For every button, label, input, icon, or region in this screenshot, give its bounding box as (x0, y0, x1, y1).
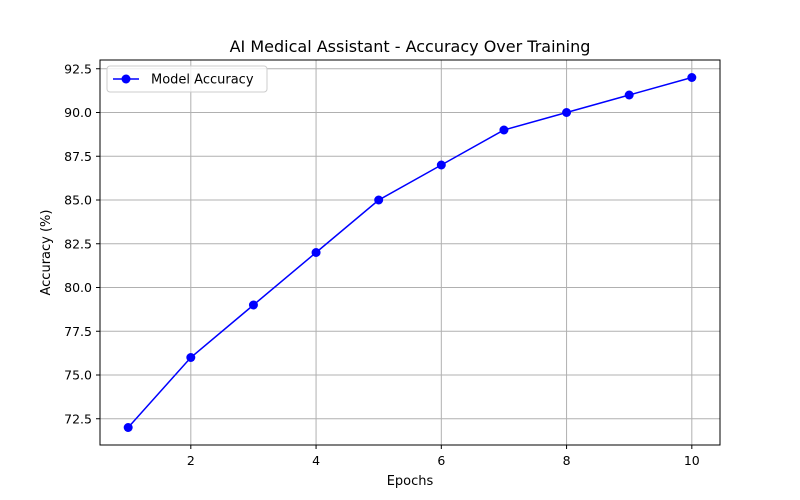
y-tick-label: 92.5 (64, 61, 92, 76)
data-point (436, 160, 446, 170)
y-axis-label: Accuracy (%) (39, 210, 54, 296)
y-tick-label: 80.0 (64, 280, 92, 295)
legend-box (106, 65, 268, 93)
series-line (127, 76, 693, 429)
y-tick-label: 75.0 (64, 368, 92, 383)
grid (100, 60, 720, 445)
plot-area-frame (99, 59, 721, 446)
x-axis-label: Epochs (387, 474, 434, 489)
data-point (123, 423, 133, 432)
data-point (562, 108, 572, 117)
x-axis: 2 4 6 8 10 (187, 445, 700, 468)
y-tick-label: 82.5 (64, 236, 92, 251)
legend-label: Model Accuracy (151, 73, 254, 88)
y-tick-label: 77.5 (64, 324, 92, 339)
plot-area-background (100, 60, 720, 445)
x-tick-label: 6 (437, 453, 445, 468)
x-tick-label: 4 (312, 453, 320, 468)
legend: Model Accuracy (106, 65, 268, 93)
data-point (374, 195, 384, 205)
y-tick-label: 90.0 (64, 105, 92, 120)
y-tick-label: 85.0 (64, 193, 92, 208)
series-layer (123, 73, 697, 432)
chart-title: AI Medical Assistant - Accuracy Over Tra… (230, 37, 591, 56)
data-point (624, 90, 634, 100)
data-point (499, 125, 509, 135)
data-point (248, 300, 258, 310)
x-tick-label: 2 (187, 453, 195, 468)
x-tick-label: 8 (563, 453, 571, 468)
data-point (186, 353, 196, 362)
data-point (311, 248, 321, 257)
x-tick-label: 10 (684, 453, 700, 468)
y-tick-label: 87.5 (64, 149, 92, 164)
legend-marker (121, 74, 131, 84)
data-point (687, 73, 697, 82)
y-tick-label: 72.5 (64, 411, 92, 426)
y-axis: 72.5 75.0 77.5 80.0 82.5 85.0 87.5 90.0 92.5 (64, 61, 100, 426)
